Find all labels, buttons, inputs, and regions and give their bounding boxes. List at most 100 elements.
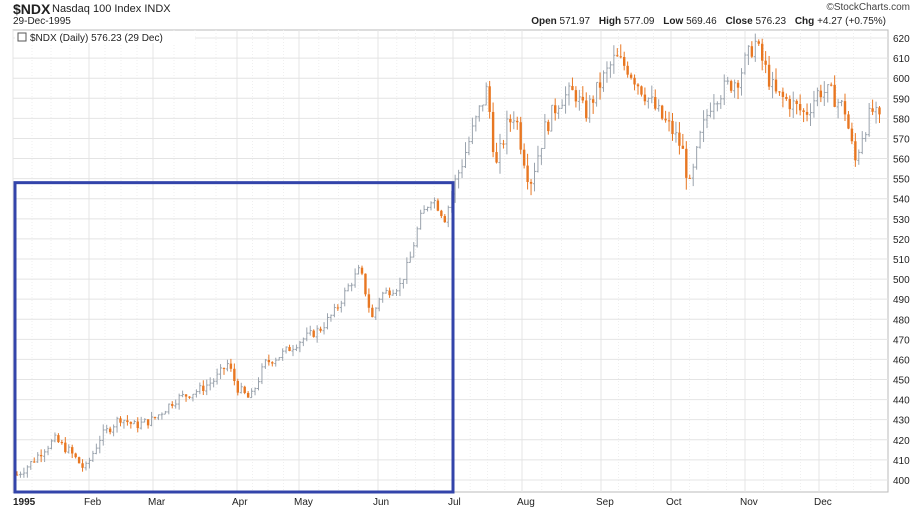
ohlc-bar [67,444,71,454]
ohlc-bar [512,111,516,130]
ohlc-bar [477,105,481,122]
y-tick-label: 570 [893,134,910,145]
ohlc-bar [708,102,712,118]
ohlc-bar [160,412,164,420]
ohlc-bar [194,389,198,398]
y-tick-label: 440 [893,396,910,407]
y-tick-label: 470 [893,335,910,346]
ohlc-bar [167,403,171,415]
ohlc-bar [136,417,139,433]
x-tick-label: Sep [596,497,614,508]
ohlc-bar [98,435,102,454]
ohlc-bar [212,378,216,388]
ohlc-bar [188,396,191,399]
ohlc-bar [18,471,22,478]
ohlc-bar [150,411,154,427]
ohlc-bar [129,421,133,429]
ohlc-bar [781,87,785,108]
ohlc-bar [377,297,381,312]
ohlc-bar [181,390,185,398]
ohlc-bar [819,84,823,103]
ohlc-bar [802,108,805,123]
security-name: Nasdaq 100 Index INDX [52,3,171,15]
ohlc-bar [156,414,160,421]
ohlc-bar [740,68,743,96]
ohlc-bar [81,459,84,472]
ohlc-bar [719,95,723,109]
x-tick-label: Aug [517,497,535,508]
low-label: Low [663,16,684,27]
ohlc-bar [774,68,778,94]
x-tick-label: Apr [232,497,248,508]
plot-area [12,29,889,493]
ohlc-bar [153,416,157,420]
ohlc-readout: Open 571.97 High 577.09 Low 569.46 Close… [525,16,886,27]
ohlc-bar [664,110,667,123]
ohlc-bar [602,70,605,92]
ohlc-bar [571,77,574,91]
ohlc-bar [812,90,816,118]
ohlc-bar [695,146,699,170]
ohlc-bar [771,71,775,99]
ohlc-bar [761,38,764,71]
ohlc-bar [91,450,95,463]
y-tick-label: 600 [893,74,910,85]
ohlc-bar [736,80,740,100]
ohlc-bar [391,289,395,296]
ohlc-bar [263,358,267,369]
ohlc-bar [339,300,343,313]
x-tick-label: Mar [148,497,166,508]
ohlc-bar [564,86,568,114]
ohlc-bar [847,111,850,130]
ohlc-bar [132,419,136,425]
ohlc-bar [722,74,726,106]
ohlc-bar [257,377,260,391]
ohlc-bar [436,198,440,212]
ohlc-bar [250,388,254,399]
ohlc-bar [657,99,661,112]
ohlc-bar [177,393,181,410]
y-tick-label: 490 [893,295,910,306]
ohlc-bar [374,307,378,321]
ohlc-bar [305,327,309,342]
ohlc-bar [857,149,861,165]
ohlc-bar [522,143,526,169]
ohlc-bar [509,114,512,132]
ohlc-bar [233,363,236,386]
ohlc-bar [643,87,647,106]
ohlc-bar [767,55,771,90]
ohlc-bar [495,142,498,164]
ohlc-bar [225,359,229,372]
ohlc-bar [678,122,681,155]
ohlc-bar [319,326,322,333]
ohlc-bar [415,226,419,248]
ohlc-bar [315,325,319,343]
ohlc-bar [440,209,443,219]
ohlc-bar [243,385,246,395]
ohlc-bar [426,206,430,212]
ohlc-bar [343,287,347,307]
ohlc-bar [788,95,791,117]
y-tick-label: 580 [893,114,910,125]
ohlc-bar [743,52,747,75]
x-tick-label: Dec [814,497,832,508]
ohlc-bar [277,356,281,361]
x-tick-label: Jul [448,497,461,508]
ohlc-bar [557,105,561,119]
x-tick-label: Feb [84,497,102,508]
symbol: $NDX [13,1,51,17]
ohlc-bar [412,242,416,258]
ohlc-bar [174,399,178,409]
ohlc-bar [64,437,67,454]
ohlc-bar [36,452,40,463]
ohlc-bar [822,81,826,106]
chart-header: $NDX Nasdaq 100 Index INDX 29-Dec-1995 ©… [0,0,918,30]
ohlc-bar [346,283,350,292]
ohlc-bar [526,153,529,190]
ohlc-bar [785,93,788,101]
chg-label: Chg [794,16,815,27]
ohlc-bar [516,116,519,130]
ohlc-bar [626,61,629,78]
ohlc-bar [360,265,364,276]
y-tick-label: 520 [893,235,910,246]
